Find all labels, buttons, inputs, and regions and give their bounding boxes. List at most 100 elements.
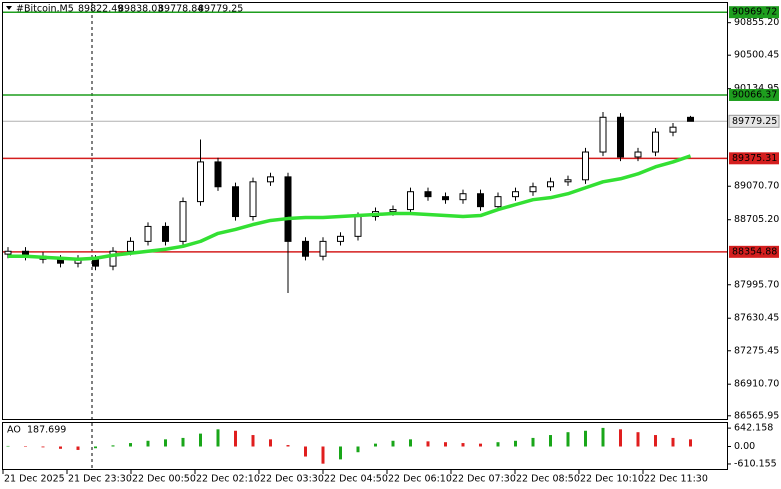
- ao-bar: [339, 446, 342, 460]
- candle-body: [302, 240, 309, 257]
- x-tick-label: 22 Dec 11:30: [644, 474, 708, 485]
- x-tick-label: 22 Dec 07:30: [452, 474, 516, 485]
- x-tick-label: 22 Dec 00:50: [132, 474, 196, 485]
- x-tick-label: 21 Dec 23:30: [68, 474, 132, 485]
- level-label-box: [729, 88, 779, 101]
- level-label: 90066.37: [732, 89, 777, 100]
- ao-panel: [2, 422, 728, 470]
- ao-bar: [111, 445, 115, 447]
- x-tick-label: 22 Dec 06:10: [388, 474, 452, 485]
- candle-body: [582, 151, 589, 181]
- candle-body: [564, 179, 572, 183]
- candle-body: [4, 250, 12, 255]
- ao-bar: [391, 440, 395, 447]
- y-tick-label: 87995.70: [734, 279, 779, 290]
- candle-body: [127, 240, 134, 252]
- y-tick-label: 89070.70: [734, 181, 779, 192]
- candle-body: [652, 131, 659, 153]
- ao-bar: [426, 441, 430, 447]
- ao-bar: [216, 429, 220, 447]
- header-high: 89838.03: [118, 4, 163, 15]
- candle-body: [512, 191, 519, 198]
- y-tick-label: 86910.70: [734, 379, 779, 390]
- ao-bar: [321, 446, 325, 464]
- level-label: 88354.88: [732, 246, 777, 257]
- ao-bar: [584, 430, 587, 447]
- header-close: 89779.25: [198, 4, 243, 15]
- ao-title: AO: [7, 425, 21, 436]
- last-price-label: 89779.25: [732, 116, 777, 127]
- ao-bar: [374, 443, 377, 447]
- header-low: 89778.84: [158, 4, 203, 15]
- ao-bar: [461, 443, 465, 447]
- candle-body: [319, 240, 327, 257]
- candle-body: [109, 250, 117, 267]
- ao-bar: [199, 433, 202, 447]
- ao-bar: [566, 432, 570, 447]
- x-tick-label: 22 Dec 02:10: [196, 474, 260, 485]
- y-tick-label: 90855.20: [734, 17, 779, 28]
- candle-body: [249, 181, 257, 218]
- candle-body: [92, 258, 99, 267]
- level-label: 90969.72: [732, 7, 777, 18]
- candle-body: [284, 176, 292, 242]
- y-tick-label: 90134.95: [734, 83, 779, 94]
- ao-bar: [479, 443, 482, 447]
- candle-body: [337, 235, 344, 242]
- x-tick-label: 22 Dec 08:50: [516, 474, 580, 485]
- y-tick-label: 88705.20: [734, 214, 779, 225]
- symbol: #Bitcoin,M5: [16, 4, 74, 15]
- y-tick-label: 642.158: [734, 423, 773, 434]
- ao-bar: [654, 435, 657, 447]
- ao-bar: [356, 446, 360, 453]
- level-label-box: [729, 152, 779, 165]
- level-label-box: [729, 6, 779, 19]
- candle-body: [529, 186, 537, 193]
- candle-body: [197, 161, 204, 203]
- ao-bar: [41, 446, 45, 448]
- ao-bar: [286, 445, 290, 447]
- candle-body: [634, 151, 642, 158]
- candle-body: [214, 161, 222, 188]
- main-panel: [2, 2, 728, 420]
- ao-bar: [409, 439, 412, 447]
- candle-body: [599, 116, 607, 153]
- ao-bar: [549, 435, 552, 447]
- ao-bar: [636, 432, 640, 447]
- moving-average: [8, 154, 692, 261]
- ao-bar: [146, 440, 150, 447]
- candle-body: [494, 196, 502, 208]
- ao-current: 187.699: [27, 425, 66, 436]
- candle-body: [144, 225, 152, 242]
- candle-body: [617, 116, 624, 158]
- y-tick-label: 87275.45: [734, 345, 779, 356]
- ao-bar: [94, 446, 97, 449]
- y-tick-label: 87630.45: [734, 313, 779, 324]
- candle-body: [687, 116, 694, 122]
- ao-bar: [514, 440, 517, 447]
- candle-body: [389, 209, 397, 213]
- candle-body: [424, 191, 432, 198]
- candle-body: [354, 216, 362, 237]
- ao-bar: [234, 430, 237, 447]
- candle-body: [162, 225, 169, 242]
- ao-bar: [689, 439, 692, 447]
- ao-bar: [181, 437, 185, 447]
- ao-bar: [164, 439, 167, 447]
- candle-body: [459, 193, 467, 201]
- last-price-box: [728, 114, 780, 128]
- ao-bar: [671, 437, 675, 447]
- candle-body: [232, 186, 239, 218]
- symbol-icon: [6, 6, 12, 10]
- x-tick-label: 21 Dec 2025: [4, 474, 65, 485]
- level-label-box: [729, 245, 779, 258]
- y-tick-label: 86565.95: [734, 410, 779, 421]
- ao-bar: [251, 435, 255, 447]
- ao-bar: [496, 442, 500, 447]
- candle-body: [477, 193, 484, 208]
- ao-bar: [269, 439, 272, 447]
- ao-bar: [601, 427, 605, 447]
